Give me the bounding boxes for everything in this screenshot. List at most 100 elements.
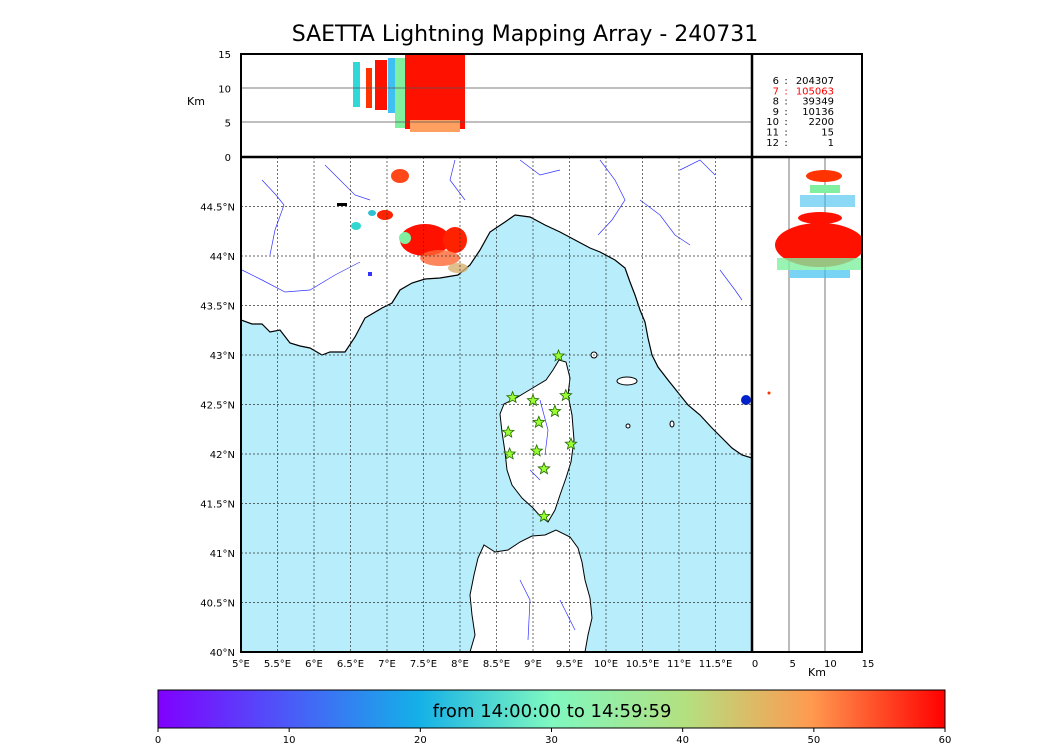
stations-table: 6:2043077:1050638:393499:1013610:220011:… — [766, 76, 834, 149]
map-panel: 5°E 5.5°E 6°E 6.5°E 7°E 7.5°E 8°E 8.5°E 9°E 9.5°E… — [200, 156, 753, 671]
altitude-tick-top: 5 — [225, 119, 231, 130]
lon-tick-label: 7°E — [378, 659, 396, 670]
altitude-longitude-panel — [241, 54, 752, 157]
altitude-lon-sources — [353, 54, 465, 132]
table-separator: : — [784, 76, 787, 87]
table-sources-count: 204307 — [796, 76, 834, 87]
altitude-tick-side: 10 — [824, 659, 837, 670]
altitude-latitude-panel — [752, 157, 862, 652]
table-sources-count: 15 — [821, 128, 834, 139]
lat-tick-label: 41°N — [210, 549, 235, 560]
colorbar-tick-label: 50 — [807, 735, 820, 746]
altitude-label-side: Km — [808, 666, 826, 679]
lon-tick-label: 9°E — [524, 659, 542, 670]
table-sources-count: 39349 — [802, 97, 834, 108]
lat-tick-label: 42.5°N — [200, 401, 235, 412]
lat-tick-label: 44.5°N — [200, 203, 235, 214]
lon-tick-label: 10.5°E — [626, 659, 660, 670]
lon-tick-label: 10°E — [594, 659, 618, 670]
table-sources-count: 10136 — [802, 107, 834, 118]
lma-stations — [501, 348, 578, 523]
colorbar-label: from 14:00:00 to 14:59:59 — [432, 701, 672, 722]
island-montecristo — [625, 423, 631, 429]
lake-dark — [337, 203, 347, 206]
station-star-icon — [551, 348, 566, 362]
lon-tick-label: 6.5°E — [337, 659, 364, 670]
table-stations-count: 12 — [766, 138, 779, 149]
lat-tick-label: 40°N — [210, 648, 235, 659]
altitude-label-top: Km — [187, 95, 205, 108]
table-stations-count: 10 — [766, 117, 779, 128]
table-sources-count: 2200 — [809, 117, 834, 128]
table-stations-count: 9 — [773, 107, 779, 118]
lon-tick-label: 8°E — [451, 659, 469, 670]
island-giglio — [669, 420, 675, 428]
altitude-tick-top: 15 — [218, 50, 231, 61]
colorbar-tick-label: 20 — [414, 735, 427, 746]
lat-tick-label: 43°N — [210, 351, 235, 362]
colorbar-tick-label: 40 — [676, 735, 689, 746]
colorbar-tick-label: 0 — [155, 735, 161, 746]
table-stations-count: 11 — [766, 128, 779, 139]
altitude-tick-labels: 0 0 5 5 10 10 15 15 — [218, 50, 874, 670]
lat-tick-label: 43.5°N — [200, 302, 235, 313]
table-separator: : — [784, 86, 787, 97]
table-separator: : — [784, 117, 787, 128]
altitude-tick-top: 10 — [218, 84, 231, 95]
map-tick-labels: 5°E 5.5°E 6°E 6.5°E 7°E 7.5°E 8°E 8.5°E 9°E 9.5°E… — [200, 203, 732, 671]
lat-tick-label: 42°N — [210, 450, 235, 461]
lon-tick-label: 11°E — [667, 659, 691, 670]
lon-tick-label: 6°E — [305, 659, 323, 670]
station-star-icon — [526, 393, 540, 407]
map-gridlines — [241, 157, 752, 652]
table-stations-count: 7 — [773, 86, 779, 97]
table-stations-count: 8 — [773, 97, 779, 108]
station-star-icon — [537, 509, 551, 523]
corsica — [499, 359, 575, 523]
colorbar-ticks: 0 10 20 30 40 50 60 — [155, 728, 952, 746]
table-sources-count: 105063 — [796, 86, 834, 97]
colorbar-tick-label: 30 — [545, 735, 558, 746]
colorbar-tick-label: 10 — [283, 735, 296, 746]
table-stations-count: 6 — [773, 76, 779, 87]
altitude-tick-top: 0 — [225, 153, 231, 164]
station-star-icon — [501, 425, 515, 438]
lon-tick-label: 5.5°E — [264, 659, 291, 670]
station-star-icon — [505, 390, 520, 404]
lightning-sources-map — [351, 169, 751, 405]
figure-frame — [240, 53, 863, 653]
lat-tick-label: 41.5°N — [200, 500, 235, 511]
altitude-tick-side: 15 — [862, 659, 875, 670]
table-separator: : — [784, 128, 787, 139]
sardinia — [469, 529, 593, 652]
station-star-icon — [532, 415, 546, 429]
island-elba — [616, 376, 638, 386]
colorbar-gradient — [157, 689, 946, 729]
lat-tick-label: 44°N — [210, 252, 235, 263]
lon-tick-label: 8.5°E — [483, 659, 510, 670]
colorbar-tick-label: 60 — [939, 735, 952, 746]
altitude-tick-side: 0 — [752, 659, 758, 670]
station-star-icon — [537, 461, 551, 475]
lon-tick-label: 7.5°E — [410, 659, 437, 670]
table-sources-count: 1 — [828, 138, 834, 149]
altitude-lat-sources — [767, 170, 862, 395]
colorbar: 0 10 20 30 40 50 60 — [155, 689, 952, 746]
lon-tick-label: 11.5°E — [699, 659, 733, 670]
station-star-icon — [564, 437, 578, 450]
station-star-icon — [548, 404, 562, 418]
stations-count-panel: 6:2043077:1050638:393499:1013610:220011:… — [752, 54, 862, 157]
lake — [368, 272, 372, 276]
altitude-tick-side: 5 — [789, 659, 795, 670]
rivers — [241, 159, 743, 641]
station-star-icon — [529, 443, 544, 457]
station-star-icon — [559, 388, 573, 402]
table-separator: : — [784, 138, 787, 149]
table-separator: : — [784, 107, 787, 118]
lon-tick-label: 9.5°E — [556, 659, 583, 670]
chart-title: SAETTA Lightning Mapping Array - 240731 — [291, 22, 759, 47]
table-separator: : — [784, 97, 787, 108]
station-star-icon — [502, 446, 517, 460]
